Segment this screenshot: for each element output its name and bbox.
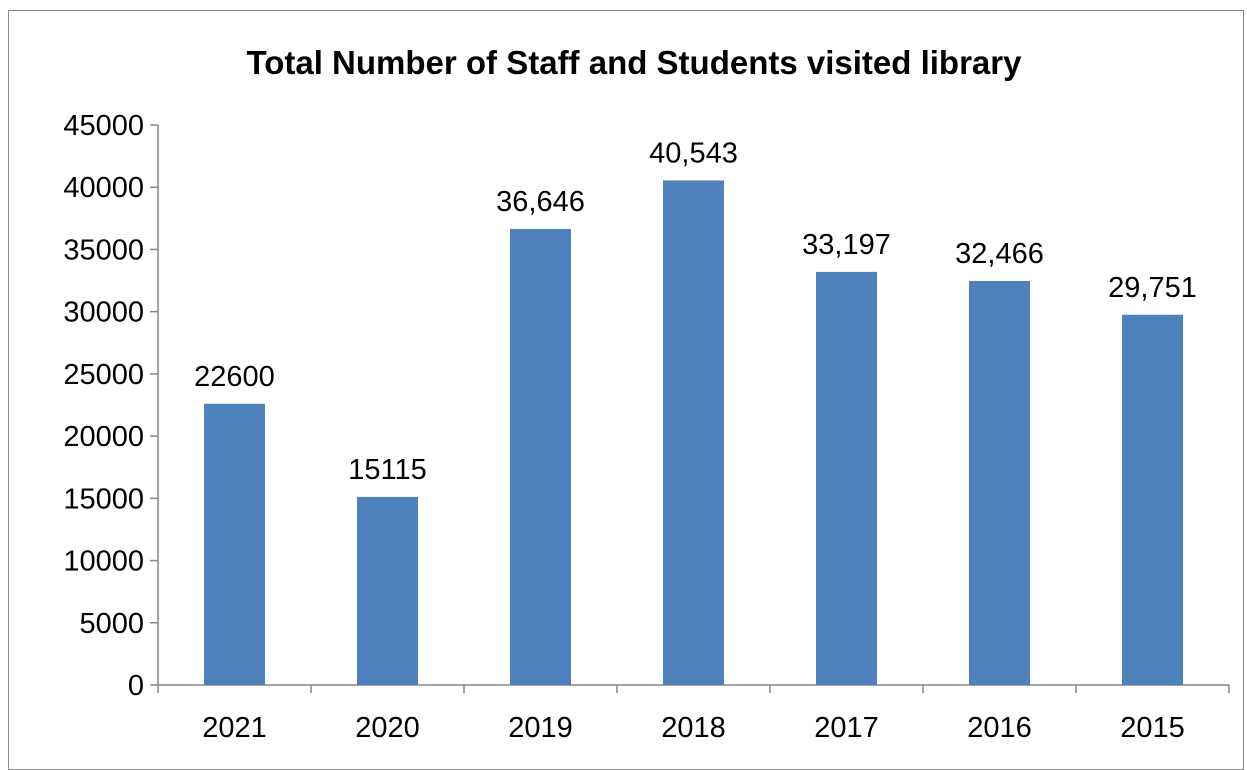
y-tick-label: 40000 <box>63 172 144 204</box>
x-tick-label: 2019 <box>508 712 573 744</box>
x-tick-label: 2016 <box>967 712 1032 744</box>
chart-title: Total Number of Staff and Students visit… <box>247 44 1023 81</box>
y-tick-label: 45000 <box>63 110 144 142</box>
bar-2020 <box>357 496 418 685</box>
bar-2017 <box>816 271 877 685</box>
y-tick-label: 20000 <box>63 421 144 453</box>
y-tick-label: 10000 <box>63 546 144 578</box>
x-tick-label: 2015 <box>1120 712 1185 744</box>
y-tick-label: 30000 <box>63 297 144 329</box>
y-tick-label: 15000 <box>63 483 144 515</box>
x-tick-label: 2021 <box>202 712 267 744</box>
x-tick-label: 2018 <box>661 712 726 744</box>
y-tick-label: 35000 <box>63 234 144 266</box>
x-tick-label: 2020 <box>355 712 420 744</box>
x-axis: 2021 2020 2019 2018 2017 2016 2015 <box>157 684 1230 744</box>
data-label-2021: 22600 <box>194 361 275 393</box>
y-axis: 0 5000 10000 15000 20000 25000 30000 35000 40000… <box>63 110 159 702</box>
data-label-2016: 32,466 <box>955 238 1044 270</box>
y-tick-label: 5000 <box>79 608 144 640</box>
data-label-2017: 33,197 <box>802 229 891 261</box>
y-tick-label: 0 <box>128 670 144 702</box>
x-tick-label: 2017 <box>814 712 879 744</box>
data-label-2018: 40,543 <box>649 137 738 169</box>
bar-2019 <box>510 228 571 686</box>
data-label-2020: 15115 <box>348 454 427 486</box>
data-label-2015: 29,751 <box>1108 272 1197 304</box>
data-labels: 22600 15115 36,646 40,543 33,197 32,466 29,751 <box>194 137 1197 485</box>
bar-2018 <box>663 180 724 685</box>
data-label-2019: 36,646 <box>496 186 585 218</box>
bar-2015 <box>1122 314 1183 685</box>
bar-2016 <box>969 280 1030 685</box>
bars <box>204 180 1183 686</box>
bar-2021 <box>204 403 265 685</box>
y-tick-label: 25000 <box>63 359 144 391</box>
